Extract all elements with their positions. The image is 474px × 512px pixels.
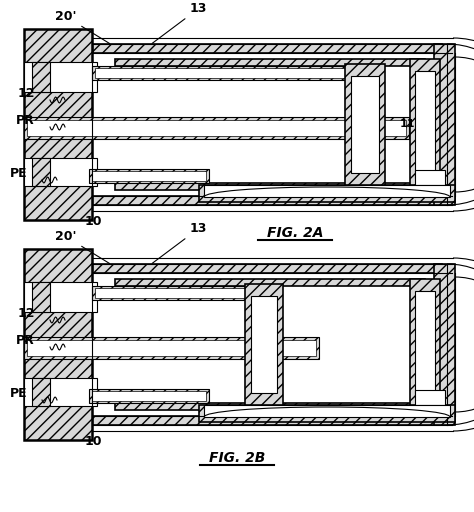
Bar (24, 337, 319, 359)
Bar (92, 286, 280, 300)
Bar (204, 185, 450, 197)
Bar (24, 249, 92, 440)
Bar (32, 378, 50, 406)
Bar (115, 279, 425, 286)
Bar (345, 64, 385, 185)
Bar (199, 185, 455, 202)
Bar (415, 291, 435, 398)
Bar (115, 286, 410, 403)
Bar (24, 117, 409, 139)
Bar (32, 158, 50, 186)
Text: 13: 13 (152, 222, 207, 263)
Bar (434, 44, 455, 205)
Bar (24, 158, 97, 186)
Text: 11: 11 (400, 119, 416, 129)
Bar (115, 183, 425, 190)
Text: 12: 12 (18, 307, 35, 320)
Bar (415, 71, 435, 178)
Bar (410, 59, 440, 190)
Bar (89, 169, 209, 183)
Bar (434, 264, 455, 425)
Bar (32, 282, 50, 312)
Bar (27, 120, 406, 136)
Bar (410, 279, 440, 410)
Text: 12: 12 (18, 87, 35, 100)
Bar (199, 405, 455, 422)
Bar (93, 273, 439, 416)
Bar (415, 170, 445, 185)
Bar (27, 340, 316, 356)
Text: FIG. 2A: FIG. 2A (267, 226, 323, 240)
Text: PE: PE (10, 167, 28, 180)
Bar (245, 284, 283, 405)
Bar (93, 416, 442, 425)
Bar (92, 171, 206, 181)
Bar (93, 196, 442, 205)
Bar (415, 390, 445, 405)
Bar (32, 62, 50, 92)
Text: FIG. 2B: FIG. 2B (209, 451, 265, 465)
Bar (95, 288, 277, 298)
Bar (251, 296, 277, 393)
Bar (24, 62, 97, 92)
Text: PR: PR (16, 334, 35, 347)
Text: PE: PE (10, 387, 28, 400)
Text: 10: 10 (84, 215, 102, 228)
Text: 13: 13 (152, 2, 207, 44)
Bar (93, 44, 442, 53)
Bar (115, 66, 410, 183)
Bar (24, 29, 92, 220)
Bar (351, 76, 379, 173)
Bar (24, 282, 97, 312)
Bar (89, 389, 209, 403)
Bar (92, 391, 206, 401)
Text: 20': 20' (55, 230, 109, 264)
Bar (24, 378, 97, 406)
Bar (115, 403, 425, 410)
Bar (115, 59, 425, 66)
Bar (93, 264, 442, 273)
Text: 20': 20' (55, 10, 109, 44)
Text: 10: 10 (84, 435, 102, 448)
Text: PR: PR (16, 114, 35, 127)
Bar (95, 68, 357, 78)
Bar (93, 53, 439, 196)
Bar (92, 66, 360, 80)
Bar (204, 405, 450, 417)
